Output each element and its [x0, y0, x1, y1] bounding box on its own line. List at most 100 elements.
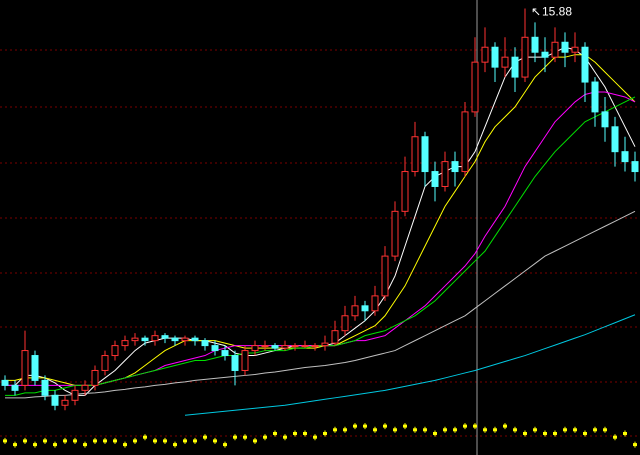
candle-body: [341, 315, 349, 332]
indicator-mark: [493, 428, 497, 432]
average-line: [184, 314, 636, 416]
candle-body: [551, 41, 559, 58]
candle-body: [201, 340, 209, 347]
indicator-mark: [163, 439, 167, 443]
candle-body: [31, 355, 39, 381]
indicator-mark: [3, 439, 7, 443]
indicator-mark: [53, 443, 57, 447]
candle-body: [121, 340, 129, 347]
indicator-mark: [13, 443, 17, 447]
candle-body: [161, 335, 169, 339]
indicator-mark: [533, 428, 537, 432]
indicator-mark: [103, 439, 107, 443]
average-line: [5, 46, 636, 396]
indicator-mark: [253, 439, 257, 443]
indicator-mark: [113, 439, 117, 443]
candle-body: [541, 51, 549, 58]
candle-body: [271, 345, 279, 349]
indicator-mark: [73, 439, 77, 443]
indicator-mark: [353, 424, 357, 428]
candle-body: [111, 345, 119, 357]
indicator-mark: [583, 432, 587, 435]
indicator-mark: [93, 439, 97, 443]
candle-body: [361, 305, 369, 312]
candle-body: [1, 379, 9, 386]
indicator-mark: [563, 428, 567, 432]
candle-body: [61, 399, 69, 406]
indicator-mark: [33, 443, 37, 447]
indicator-mark: [543, 432, 547, 435]
candle-body: [531, 36, 539, 53]
candle-body: [511, 56, 519, 78]
candle-body: [441, 161, 449, 187]
indicator-mark: [23, 439, 27, 443]
candle-body: [71, 389, 79, 401]
candle-body: [11, 384, 19, 391]
indicator-mark: [123, 443, 127, 447]
candle-body: [471, 61, 479, 113]
candle-body: [291, 345, 299, 348]
plot: [1, 8, 639, 448]
candle-body: [171, 337, 179, 342]
indicator-mark: [203, 435, 207, 439]
indicator-mark: [243, 435, 247, 439]
indicator-mark: [503, 424, 507, 428]
candle-body: [151, 335, 159, 342]
candle-body: [141, 337, 149, 342]
indicator-mark: [223, 443, 227, 447]
candle-body: [521, 36, 529, 78]
indicator-mark: [323, 432, 327, 435]
indicator-mark: [83, 443, 87, 447]
indicator-mark: [293, 432, 297, 435]
indicator-mark: [483, 428, 487, 432]
average-line: [5, 210, 636, 399]
candle-body: [451, 161, 459, 173]
indicator-mark: [553, 432, 557, 435]
indicator-mark: [333, 428, 337, 432]
candle-body: [311, 345, 319, 348]
candle-body: [41, 379, 49, 396]
candle-body: [81, 384, 89, 391]
high-arrow: ↖: [531, 5, 541, 19]
indicator-mark: [143, 435, 147, 439]
candle-body: [591, 81, 599, 113]
indicator-mark: [263, 435, 267, 439]
average-line: [5, 54, 636, 386]
candle-body: [51, 394, 59, 406]
candle-body: [391, 210, 399, 257]
indicator-mark: [373, 428, 377, 432]
candle-body: [371, 295, 379, 312]
candle-body: [381, 255, 389, 297]
candle-body: [401, 171, 409, 212]
average-line: [5, 91, 636, 386]
candle-body: [571, 46, 579, 53]
candle-body: [481, 46, 489, 63]
indicator-mark: [403, 424, 407, 428]
indicator-mark: [43, 439, 47, 443]
indicator-mark: [473, 424, 477, 428]
candle-body: [21, 350, 29, 386]
indicator-mark: [423, 428, 427, 432]
indicator-mark: [363, 424, 367, 428]
candle-body: [431, 171, 439, 187]
indicator-mark: [183, 439, 187, 443]
candle-body: [631, 161, 639, 173]
average-line: [5, 96, 636, 396]
indicator-mark: [173, 443, 177, 447]
indicator-mark: [393, 428, 397, 432]
indicator-mark: [383, 424, 387, 428]
indicator-mark: [153, 439, 157, 443]
indicator-mark: [303, 432, 307, 435]
candle-body: [611, 126, 619, 153]
indicator-mark: [443, 428, 447, 432]
candle-body: [621, 151, 629, 163]
candle-body: [561, 41, 569, 53]
candle-body: [211, 345, 219, 352]
candle-body: [501, 56, 509, 68]
indicator-mark: [63, 439, 67, 443]
candle-body: [231, 355, 239, 371]
candle-body: [601, 111, 609, 128]
indicator-mark: [463, 424, 467, 428]
indicator-mark: [313, 435, 317, 439]
candle-body: [331, 330, 339, 344]
